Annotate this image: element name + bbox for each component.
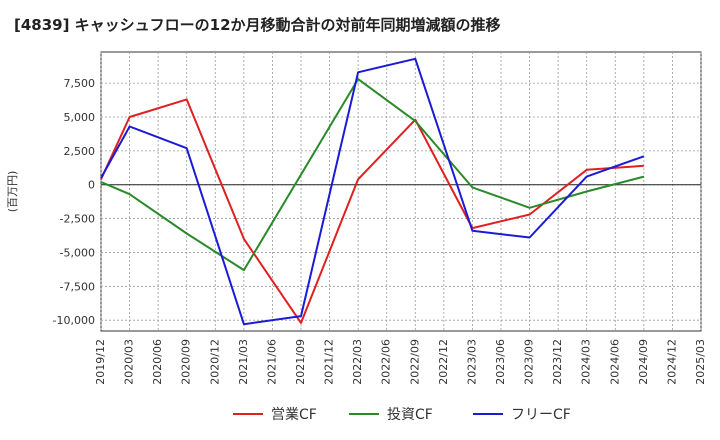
x-tick-label: 2024/09: [637, 339, 650, 385]
y-tick-label: -5,000: [60, 246, 95, 259]
x-tick-label: 2021/06: [265, 339, 278, 385]
x-tick-label: 2024/12: [665, 339, 678, 385]
x-tick-label: 2022/12: [437, 339, 450, 385]
x-tick-label: 2022/06: [380, 339, 393, 385]
legend-label-2: フリーCF: [511, 407, 571, 423]
x-tick-label: 2022/09: [408, 339, 421, 385]
x-tick-label: 2024/06: [608, 339, 621, 385]
x-tick-label: 2024/03: [580, 339, 593, 385]
chart-title: [4839] キャッシュフローの12か月移動合計の対前年同期増減額の推移: [14, 16, 501, 34]
y-axis-ticks: -10,000 -7,500 -5,000 -2,500 0 2,500 5,000 7,50…: [53, 77, 95, 327]
legend: 営業CF 投資CF フリーCF: [233, 407, 571, 423]
plot-area: [100, 51, 702, 332]
x-tick-label: 2020/03: [123, 339, 136, 385]
x-tick-label: 2021/12: [323, 339, 336, 385]
x-tick-label: 2022/03: [351, 339, 364, 385]
x-tick-label: 2020/09: [180, 339, 193, 385]
x-tick-label: 2019/12: [94, 339, 107, 385]
x-tick-label: 2023/12: [551, 339, 564, 385]
y-tick-label: -10,000: [53, 314, 95, 327]
x-tick-label: 2025/03: [694, 339, 707, 385]
y-tick-label: 7,500: [64, 77, 96, 90]
series-line-0: [100, 98, 644, 324]
x-tick-label: 2021/03: [237, 339, 250, 385]
y-axis-label: (百万円): [6, 171, 19, 213]
y-tick-label: -7,500: [60, 280, 95, 293]
x-tick-label: 2021/09: [294, 339, 307, 385]
x-tick-label: 2023/06: [494, 339, 507, 385]
x-tick-label: 2020/06: [151, 339, 164, 385]
x-tick-label: 2023/03: [465, 339, 478, 385]
series-line-1: [100, 78, 645, 272]
y-tick-label: 2,500: [64, 145, 96, 158]
x-tick-label: 2020/12: [208, 339, 221, 385]
y-tick-label: 5,000: [64, 111, 96, 124]
series-layer: [100, 57, 645, 326]
x-tick-label: 2023/09: [523, 339, 536, 385]
x-axis-ticks: 2019/12 2020/03 2020/06 2020/09 2020/12 2021/…: [94, 339, 707, 385]
y-tick-label: 0: [88, 179, 95, 192]
legend-label-1: 投資CF: [387, 407, 433, 423]
legend-label-0: 営業CF: [271, 407, 317, 423]
series-line-2: [100, 57, 645, 326]
y-tick-label: -2,500: [60, 213, 95, 226]
